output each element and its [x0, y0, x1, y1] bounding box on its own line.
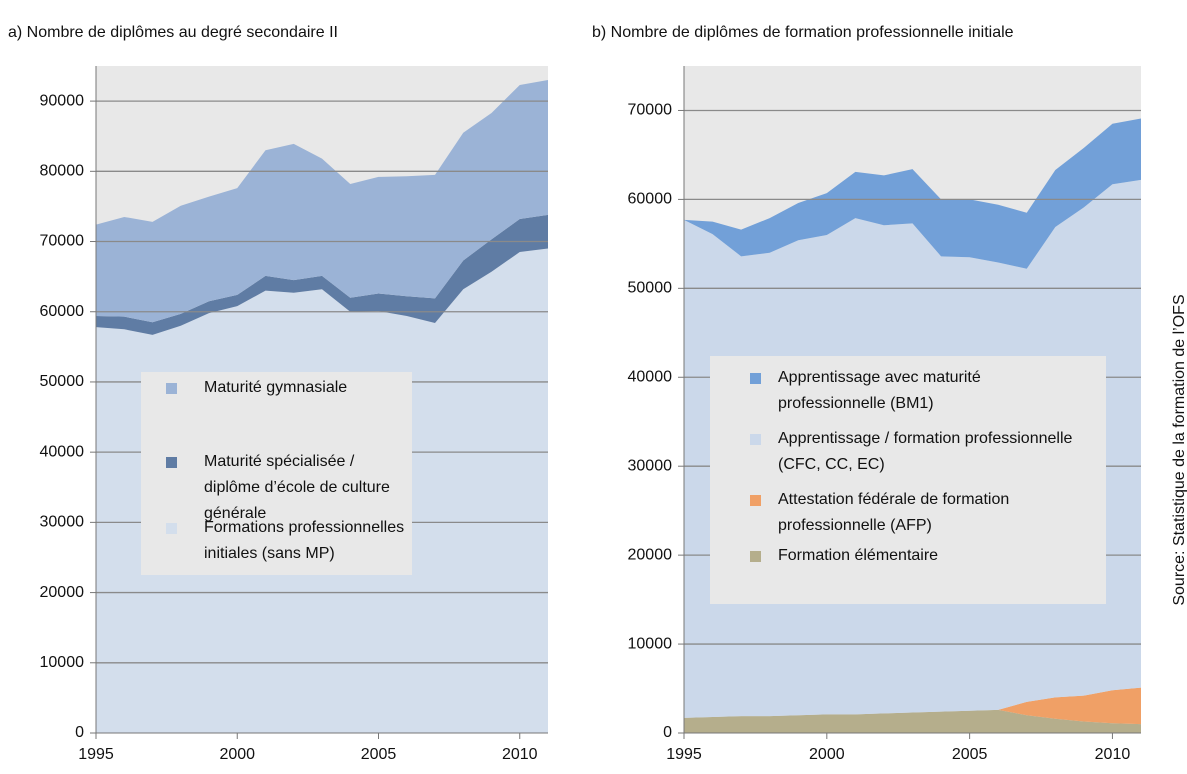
x-tick-label: 2005 [952, 746, 988, 763]
legend-label: Maturité gymnasiale [204, 379, 348, 396]
legend-swatch [166, 523, 177, 534]
y-tick-label: 80000 [40, 163, 85, 180]
y-tick-label: 60000 [628, 191, 673, 208]
legend-swatch [750, 551, 761, 562]
legend-label: Apprentissage avec maturité professionne… [778, 369, 981, 412]
area [96, 80, 548, 323]
y-tick-label: 30000 [40, 514, 85, 531]
x-tick-label: 2005 [361, 746, 397, 763]
x-tick-label: 2010 [502, 746, 538, 763]
source-note: Source: Statistique de la formation de l… [1171, 294, 1187, 605]
y-tick-label: 70000 [40, 233, 85, 250]
legend-label: Attestation fédérale de formation profes… [778, 491, 1010, 534]
y-tick-label: 50000 [628, 280, 673, 297]
area [684, 687, 1141, 725]
y-tick-label: 20000 [40, 584, 85, 601]
area [684, 709, 1141, 733]
x-tick-label: 2000 [219, 746, 255, 763]
x-tick-label: 2010 [1095, 746, 1131, 763]
x-tick-label: 1995 [78, 746, 114, 763]
y-tick-label: 30000 [628, 457, 673, 474]
legend-swatch [166, 457, 177, 468]
legend-label: Apprentissage / formation professionnell… [778, 430, 1073, 473]
y-tick-label: 50000 [40, 373, 85, 390]
legend-label: Formations professionnelles initiales (s… [204, 519, 405, 562]
y-tick-label: 0 [75, 724, 84, 741]
y-tick-label: 20000 [628, 546, 673, 563]
y-tick-label: 70000 [628, 102, 673, 119]
area [684, 118, 1141, 269]
y-tick-label: 90000 [40, 92, 85, 109]
legend: Maturité gymnasiale Maturité spécialisée … [141, 372, 412, 575]
y-tick-label: 0 [663, 724, 672, 741]
x-tick-label: 1995 [666, 746, 702, 763]
y-tick-label: 10000 [40, 654, 85, 671]
legend-label: Maturité spécialisée / diplôme d’école d… [204, 453, 390, 522]
legend-swatch [750, 495, 761, 506]
legend-swatch [166, 383, 177, 394]
area [96, 214, 548, 335]
legend: Apprentissage avec maturité professionne… [710, 356, 1106, 604]
y-tick-label: 10000 [628, 635, 673, 652]
y-tick-label: 60000 [40, 303, 85, 320]
legend-swatch [750, 373, 761, 384]
legend-label: Formation élémentaire [778, 547, 939, 564]
chart-title: a) Nombre de diplômes au degré secondair… [8, 24, 338, 41]
chart-title: b) Nombre de diplômes de formation profe… [592, 24, 1014, 41]
x-tick-label: 2000 [809, 746, 845, 763]
y-tick-label: 40000 [628, 368, 673, 385]
y-tick-label: 40000 [40, 443, 85, 460]
legend-swatch [750, 434, 761, 445]
